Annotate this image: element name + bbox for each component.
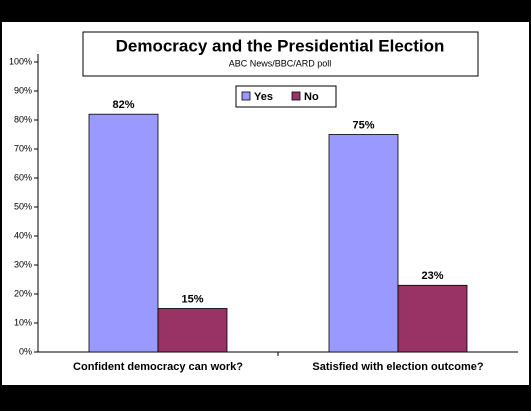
y-tick-label: 0%	[19, 346, 32, 356]
legend-label: No	[304, 91, 319, 103]
bar	[397, 284, 468, 353]
title-box	[82, 31, 479, 77]
chart-title: Democracy and the Presidential Election	[116, 36, 445, 55]
y-tick-label: 20%	[14, 288, 32, 298]
chart-subtitle: ABC News/BBC/ARD poll	[229, 58, 332, 68]
bar	[157, 308, 228, 353]
y-tick-label: 10%	[14, 317, 32, 327]
legend-swatch	[241, 91, 251, 101]
y-tick-label: 40%	[14, 230, 32, 240]
y-tick-label: 90%	[14, 85, 32, 95]
bar	[88, 113, 159, 353]
value-label: 75%	[352, 119, 374, 131]
legend-swatch	[291, 91, 301, 101]
legend-label: Yes	[254, 91, 273, 103]
bar	[328, 134, 399, 353]
x-tick-label: Confident democracy can work?	[73, 361, 243, 373]
value-label: 15%	[181, 293, 203, 305]
legend-box	[235, 85, 337, 108]
y-tick-label: 60%	[14, 172, 32, 182]
value-label: 82%	[112, 99, 134, 111]
x-tick-label: Satisfied with election outcome?	[312, 361, 483, 373]
y-tick-label: 30%	[14, 259, 32, 269]
y-tick-label: 100%	[9, 56, 32, 66]
y-tick-label: 70%	[14, 143, 32, 153]
y-tick-label: 50%	[14, 201, 32, 211]
value-label: 23%	[421, 270, 443, 282]
y-tick-label: 80%	[14, 114, 32, 124]
